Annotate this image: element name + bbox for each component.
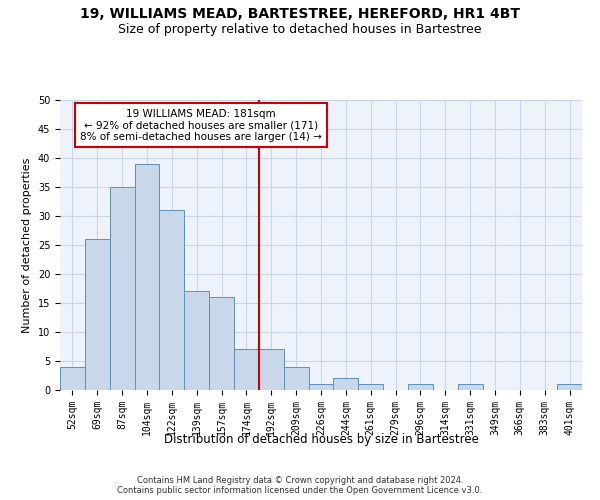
- Text: 19, WILLIAMS MEAD, BARTESTREE, HEREFORD, HR1 4BT: 19, WILLIAMS MEAD, BARTESTREE, HEREFORD,…: [80, 8, 520, 22]
- Bar: [334, 378, 358, 390]
- Bar: [458, 384, 482, 390]
- Bar: [209, 297, 234, 390]
- Bar: [284, 367, 308, 390]
- Text: Distribution of detached houses by size in Bartestree: Distribution of detached houses by size …: [164, 432, 478, 446]
- Bar: [184, 292, 209, 390]
- Bar: [308, 384, 334, 390]
- Bar: [259, 350, 284, 390]
- Bar: [110, 187, 134, 390]
- Bar: [358, 384, 383, 390]
- Text: Contains HM Land Registry data © Crown copyright and database right 2024.
Contai: Contains HM Land Registry data © Crown c…: [118, 476, 482, 495]
- Bar: [557, 384, 582, 390]
- Bar: [234, 350, 259, 390]
- Bar: [160, 210, 184, 390]
- Bar: [134, 164, 160, 390]
- Bar: [85, 239, 110, 390]
- Text: 19 WILLIAMS MEAD: 181sqm
← 92% of detached houses are smaller (171)
8% of semi-d: 19 WILLIAMS MEAD: 181sqm ← 92% of detach…: [80, 108, 322, 142]
- Bar: [60, 367, 85, 390]
- Y-axis label: Number of detached properties: Number of detached properties: [22, 158, 32, 332]
- Text: Size of property relative to detached houses in Bartestree: Size of property relative to detached ho…: [118, 22, 482, 36]
- Bar: [408, 384, 433, 390]
